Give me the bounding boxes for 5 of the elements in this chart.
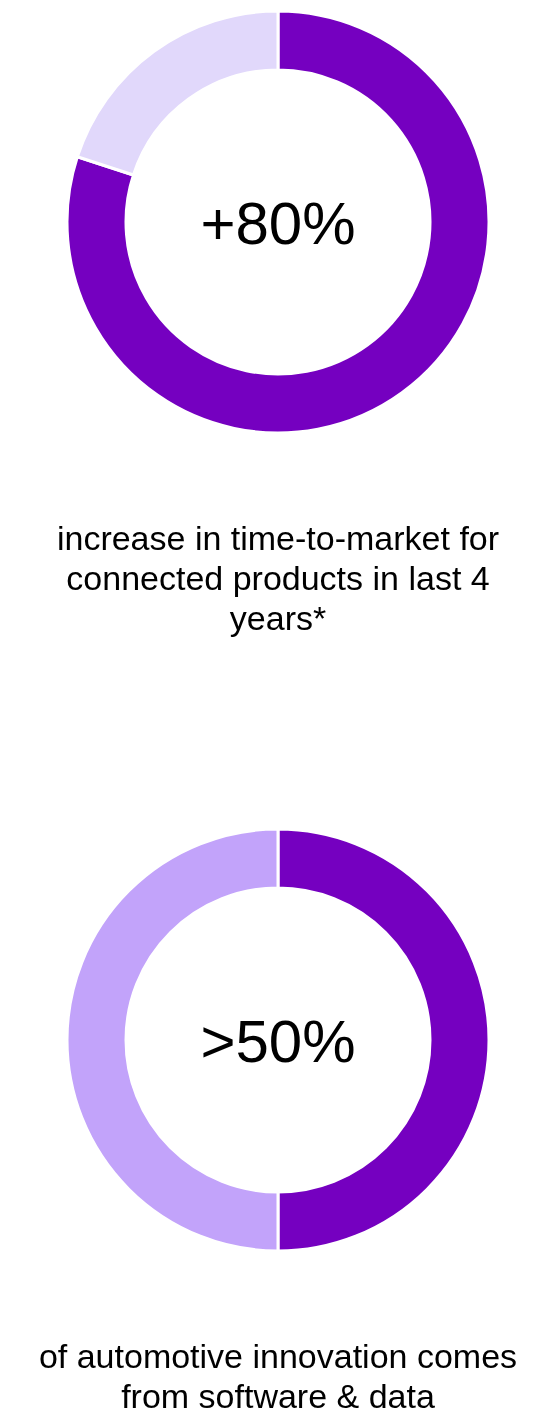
text: of automotive innovation comes from software & data bbox=[38, 1337, 518, 1415]
text: +80% bbox=[200, 190, 356, 257]
text: >50% bbox=[200, 1008, 356, 1075]
text: increase in time-to-market for connected products in last 4 years* bbox=[56, 519, 500, 637]
donut-slice bbox=[65, 9, 491, 435]
